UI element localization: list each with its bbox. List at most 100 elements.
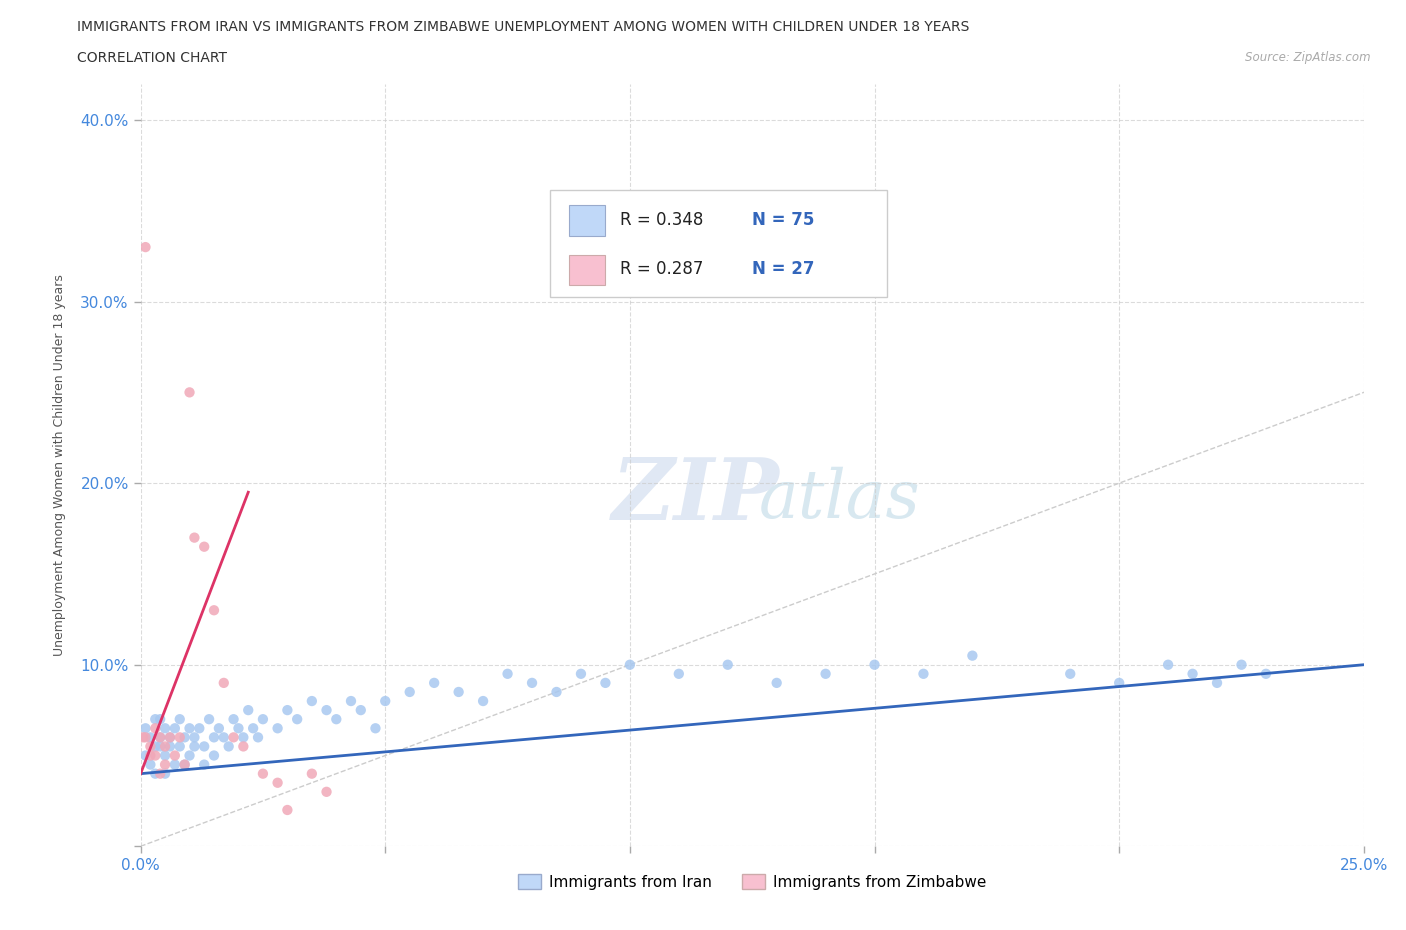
Point [163,748,186,763]
Point [247,730,270,745]
Point [139,730,162,745]
Point [340,694,363,709]
Point [546,684,568,699]
Point [134,721,156,736]
Point [315,784,337,799]
Point [132,730,155,745]
Point [163,757,186,772]
Point [183,530,205,545]
Point [134,730,156,745]
Point [159,739,181,754]
Point [134,748,156,763]
Point [188,721,211,736]
Point [423,675,446,690]
Point [143,766,166,781]
Text: IMMIGRANTS FROM IRAN VS IMMIGRANTS FROM ZIMBABWE UNEMPLOYMENT AMONG WOMEN WITH C: IMMIGRANTS FROM IRAN VS IMMIGRANTS FROM … [77,20,970,34]
Point [149,711,172,726]
Point [1206,675,1229,690]
Point [668,667,690,682]
Point [208,721,231,736]
Point [193,539,215,554]
Point [179,385,201,400]
Point [143,711,166,726]
Point [863,658,886,672]
Point [1254,667,1277,682]
Point [153,748,176,763]
Point [398,684,420,699]
Point [276,803,298,817]
Point [1157,658,1180,672]
Point [252,711,274,726]
Point [1181,667,1204,682]
Point [173,757,195,772]
Point [242,721,264,736]
Point [159,730,181,745]
Point [814,667,837,682]
Point [301,766,323,781]
Point [266,776,288,790]
Point [163,721,186,736]
Point [143,748,166,763]
Point [364,721,387,736]
Bar [569,255,606,286]
Point [169,711,191,726]
Point [169,730,191,745]
Point [143,739,166,754]
Point [912,667,935,682]
Point [139,739,162,754]
Text: R = 0.348: R = 0.348 [620,211,703,229]
Point [173,757,195,772]
Point [179,721,201,736]
Point [315,703,337,718]
Point [212,730,235,745]
Point [232,730,254,745]
Point [149,766,172,781]
Point [228,721,250,736]
Point [619,658,641,672]
Point [153,766,176,781]
Point [222,730,245,745]
Point [149,730,172,745]
Point [301,694,323,709]
Point [193,757,215,772]
Point [222,711,245,726]
Point [595,675,617,690]
Point [198,711,221,726]
Point [569,667,592,682]
Point [276,703,298,718]
Point [193,739,215,754]
Point [139,748,162,763]
Point [266,721,288,736]
Point [472,694,495,709]
Point [1230,658,1253,672]
Point [350,703,373,718]
Point [218,739,240,754]
Point [447,684,470,699]
Point [252,766,274,781]
Point [285,711,308,726]
Point [143,721,166,736]
Point [374,694,396,709]
Point [325,711,347,726]
Text: N = 27: N = 27 [752,260,814,278]
Point [153,757,176,772]
Point [1108,675,1130,690]
Legend: Immigrants from Iran, Immigrants from Zimbabwe: Immigrants from Iran, Immigrants from Zi… [512,868,993,896]
Point [159,730,181,745]
Bar [569,206,606,236]
Point [139,757,162,772]
Point [238,703,260,718]
Text: atlas: atlas [758,467,920,532]
Text: CORRELATION CHART: CORRELATION CHART [77,51,228,65]
Point [173,730,195,745]
Point [212,675,235,690]
Point [149,739,172,754]
Point [149,730,172,745]
Point [169,739,191,754]
Point [183,739,205,754]
Point [134,240,156,255]
Point [1059,667,1081,682]
Point [202,730,225,745]
Point [765,675,787,690]
Point [179,748,201,763]
